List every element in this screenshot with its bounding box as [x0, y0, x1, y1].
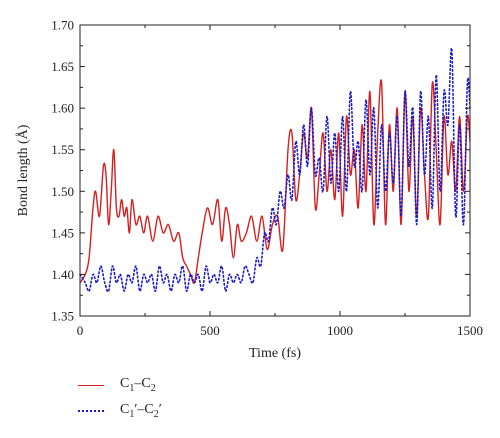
series-line-c1prime-c2prime [79, 47, 471, 293]
legend-label: C1′–C2′ [120, 402, 162, 420]
legend-item: C1–C2 [78, 372, 162, 398]
y-tick-label: 1.35 [51, 309, 74, 324]
x-tick-label: 500 [200, 323, 220, 338]
y-tick-label: 1.45 [51, 225, 74, 240]
y-tick-label: 1.60 [51, 101, 74, 116]
plot-frame [79, 24, 471, 317]
legend: C1–C2 C1′–C2′ [78, 372, 162, 424]
legend-swatch-solid [78, 384, 104, 386]
legend-item: C1′–C2′ [78, 398, 162, 424]
x-tick-label: 0 [77, 323, 84, 338]
axes: 0 500 1000 1500 1.35 1.40 1.45 1.50 1.55 1.60 1.65… [51, 18, 483, 339]
y-tick-label: 1.55 [51, 142, 74, 157]
y-tick-label: 1.65 [51, 59, 74, 74]
y-axis-title: Bond length (Å) [15, 124, 31, 216]
y-tick-label: 1.70 [51, 18, 74, 33]
series-line-c1-c2 [79, 79, 471, 284]
series-layer [79, 47, 471, 293]
y-tick-label: 1.40 [51, 267, 74, 282]
legend-swatch-dotted [78, 410, 104, 412]
x-axis-title: Time (fs) [249, 346, 301, 361]
x-tick-label: 1500 [457, 323, 483, 338]
legend-label: C1–C2 [120, 376, 156, 394]
x-tick-label: 1000 [327, 323, 353, 338]
y-tick-label: 1.50 [51, 184, 74, 199]
